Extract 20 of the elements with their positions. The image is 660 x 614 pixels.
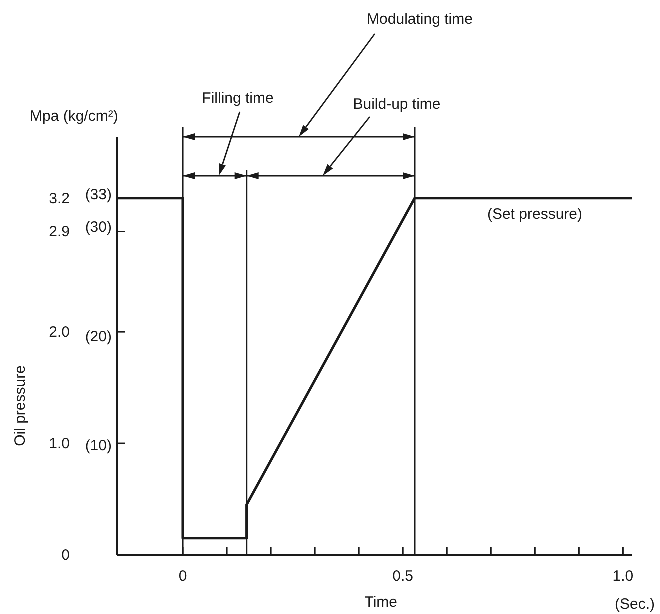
y-tick-label: 0 [62, 547, 70, 564]
text: Filling time [202, 90, 274, 107]
x-tick-label: 0.5 [392, 568, 414, 585]
text: Modulating time [367, 11, 473, 28]
text: Mpa (kg/cm²) [30, 108, 118, 125]
y2-tick-label: (10) [85, 438, 112, 455]
x-tick-label: 0 [178, 568, 188, 585]
text: Build-up time [353, 96, 441, 113]
x-tick-label: 1.0 [612, 568, 634, 585]
y-axis-title: Oil pressure [12, 366, 29, 446]
y-tick-label: 1.0 [49, 436, 70, 453]
y2-tick-label: (20) [85, 328, 112, 346]
y-tick-label: 2.9 [49, 224, 70, 241]
y-tick-label: 3.2 [49, 190, 70, 208]
annotation: (Set pressure) [487, 206, 583, 223]
y-tick-label: 2.0 [49, 324, 70, 342]
y2-tick-label: (33) [85, 186, 112, 204]
y2-tick-label: (30) [85, 219, 112, 236]
text: (Sec.) [614, 596, 655, 613]
x-axis-title: Time [364, 594, 398, 611]
